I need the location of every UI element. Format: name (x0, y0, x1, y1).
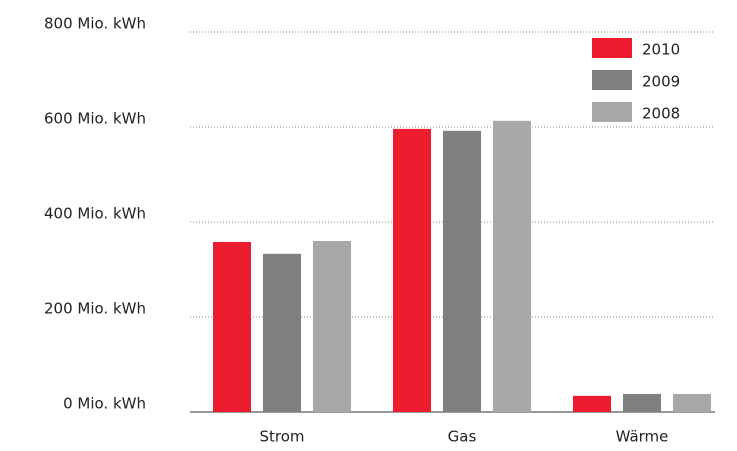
legend-swatch (592, 102, 632, 122)
bar (393, 128, 431, 412)
legend-swatch (592, 70, 632, 90)
x-tick-label: Strom (259, 428, 304, 446)
y-tick-label: 600 Mio. kWh (44, 110, 146, 128)
y-tick-label: 0 Mio. kWh (63, 395, 146, 413)
legend-label: 2009 (642, 73, 680, 91)
bar (493, 120, 531, 412)
bar (213, 241, 251, 412)
y-tick-label: 400 Mio. kWh (44, 205, 146, 223)
bar (623, 393, 661, 412)
legend-label: 2008 (642, 105, 680, 123)
legend-label: 2010 (642, 41, 680, 59)
y-tick-label: 800 Mio. kWh (44, 15, 146, 33)
bar (313, 241, 351, 412)
x-tick-label: Gas (448, 428, 477, 446)
bar (573, 395, 611, 412)
x-tick-label: Wärme (616, 428, 669, 446)
y-tick-label: 200 Mio. kWh (44, 300, 146, 318)
legend-swatch (592, 38, 632, 58)
bar (263, 253, 301, 412)
bar (673, 393, 711, 412)
bar (443, 130, 481, 413)
